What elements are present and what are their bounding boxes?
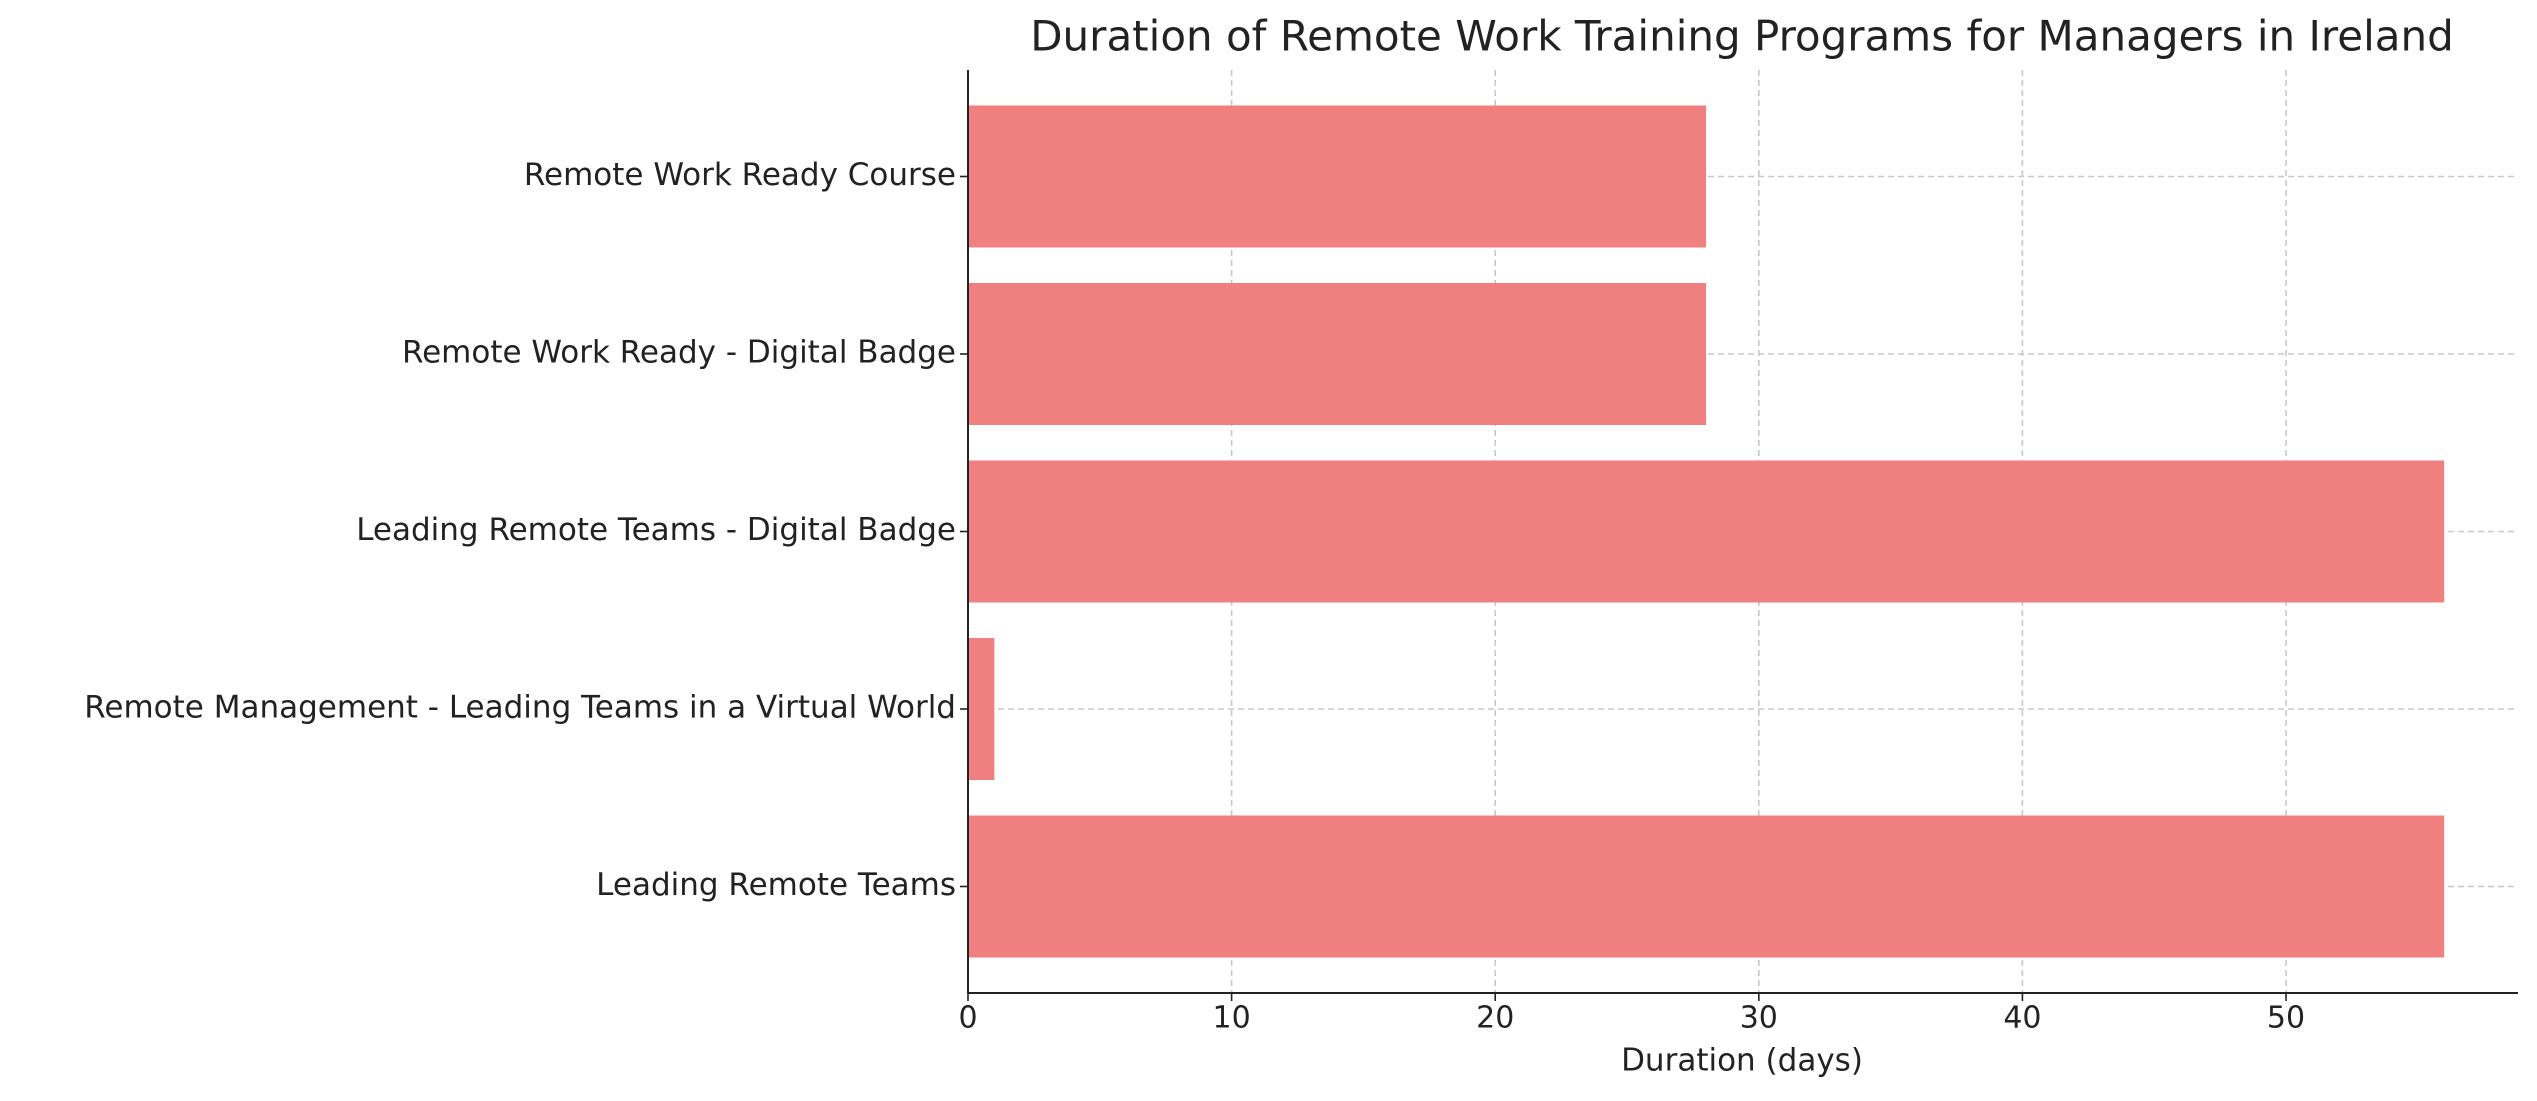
y-tick-label: Leading Remote Teams <box>596 867 956 903</box>
x-tick-label: 40 <box>2003 1001 2041 1036</box>
bar <box>968 105 1707 248</box>
y-tick-label: Remote Management - Leading Teams in a V… <box>84 690 956 726</box>
x-tick-label: 10 <box>1213 1001 1251 1036</box>
x-axis-label: Duration (days) <box>1621 1043 1863 1079</box>
y-tick-label: Remote Work Ready Course <box>524 157 956 193</box>
x-tick-label: 30 <box>1740 1001 1778 1036</box>
x-tick-label: 0 <box>958 1001 977 1036</box>
chart-title: Duration of Remote Work Training Program… <box>1030 12 2454 61</box>
y-tick-label: Leading Remote Teams - Digital Badge <box>356 512 956 548</box>
y-tick-label: Remote Work Ready - Digital Badge <box>402 335 956 371</box>
bar <box>968 638 995 780</box>
bar <box>968 815 2445 958</box>
bar <box>968 283 1707 425</box>
x-tick-label: 50 <box>2267 1001 2305 1036</box>
bar <box>968 460 2445 603</box>
x-tick-label: 20 <box>1476 1001 1514 1036</box>
